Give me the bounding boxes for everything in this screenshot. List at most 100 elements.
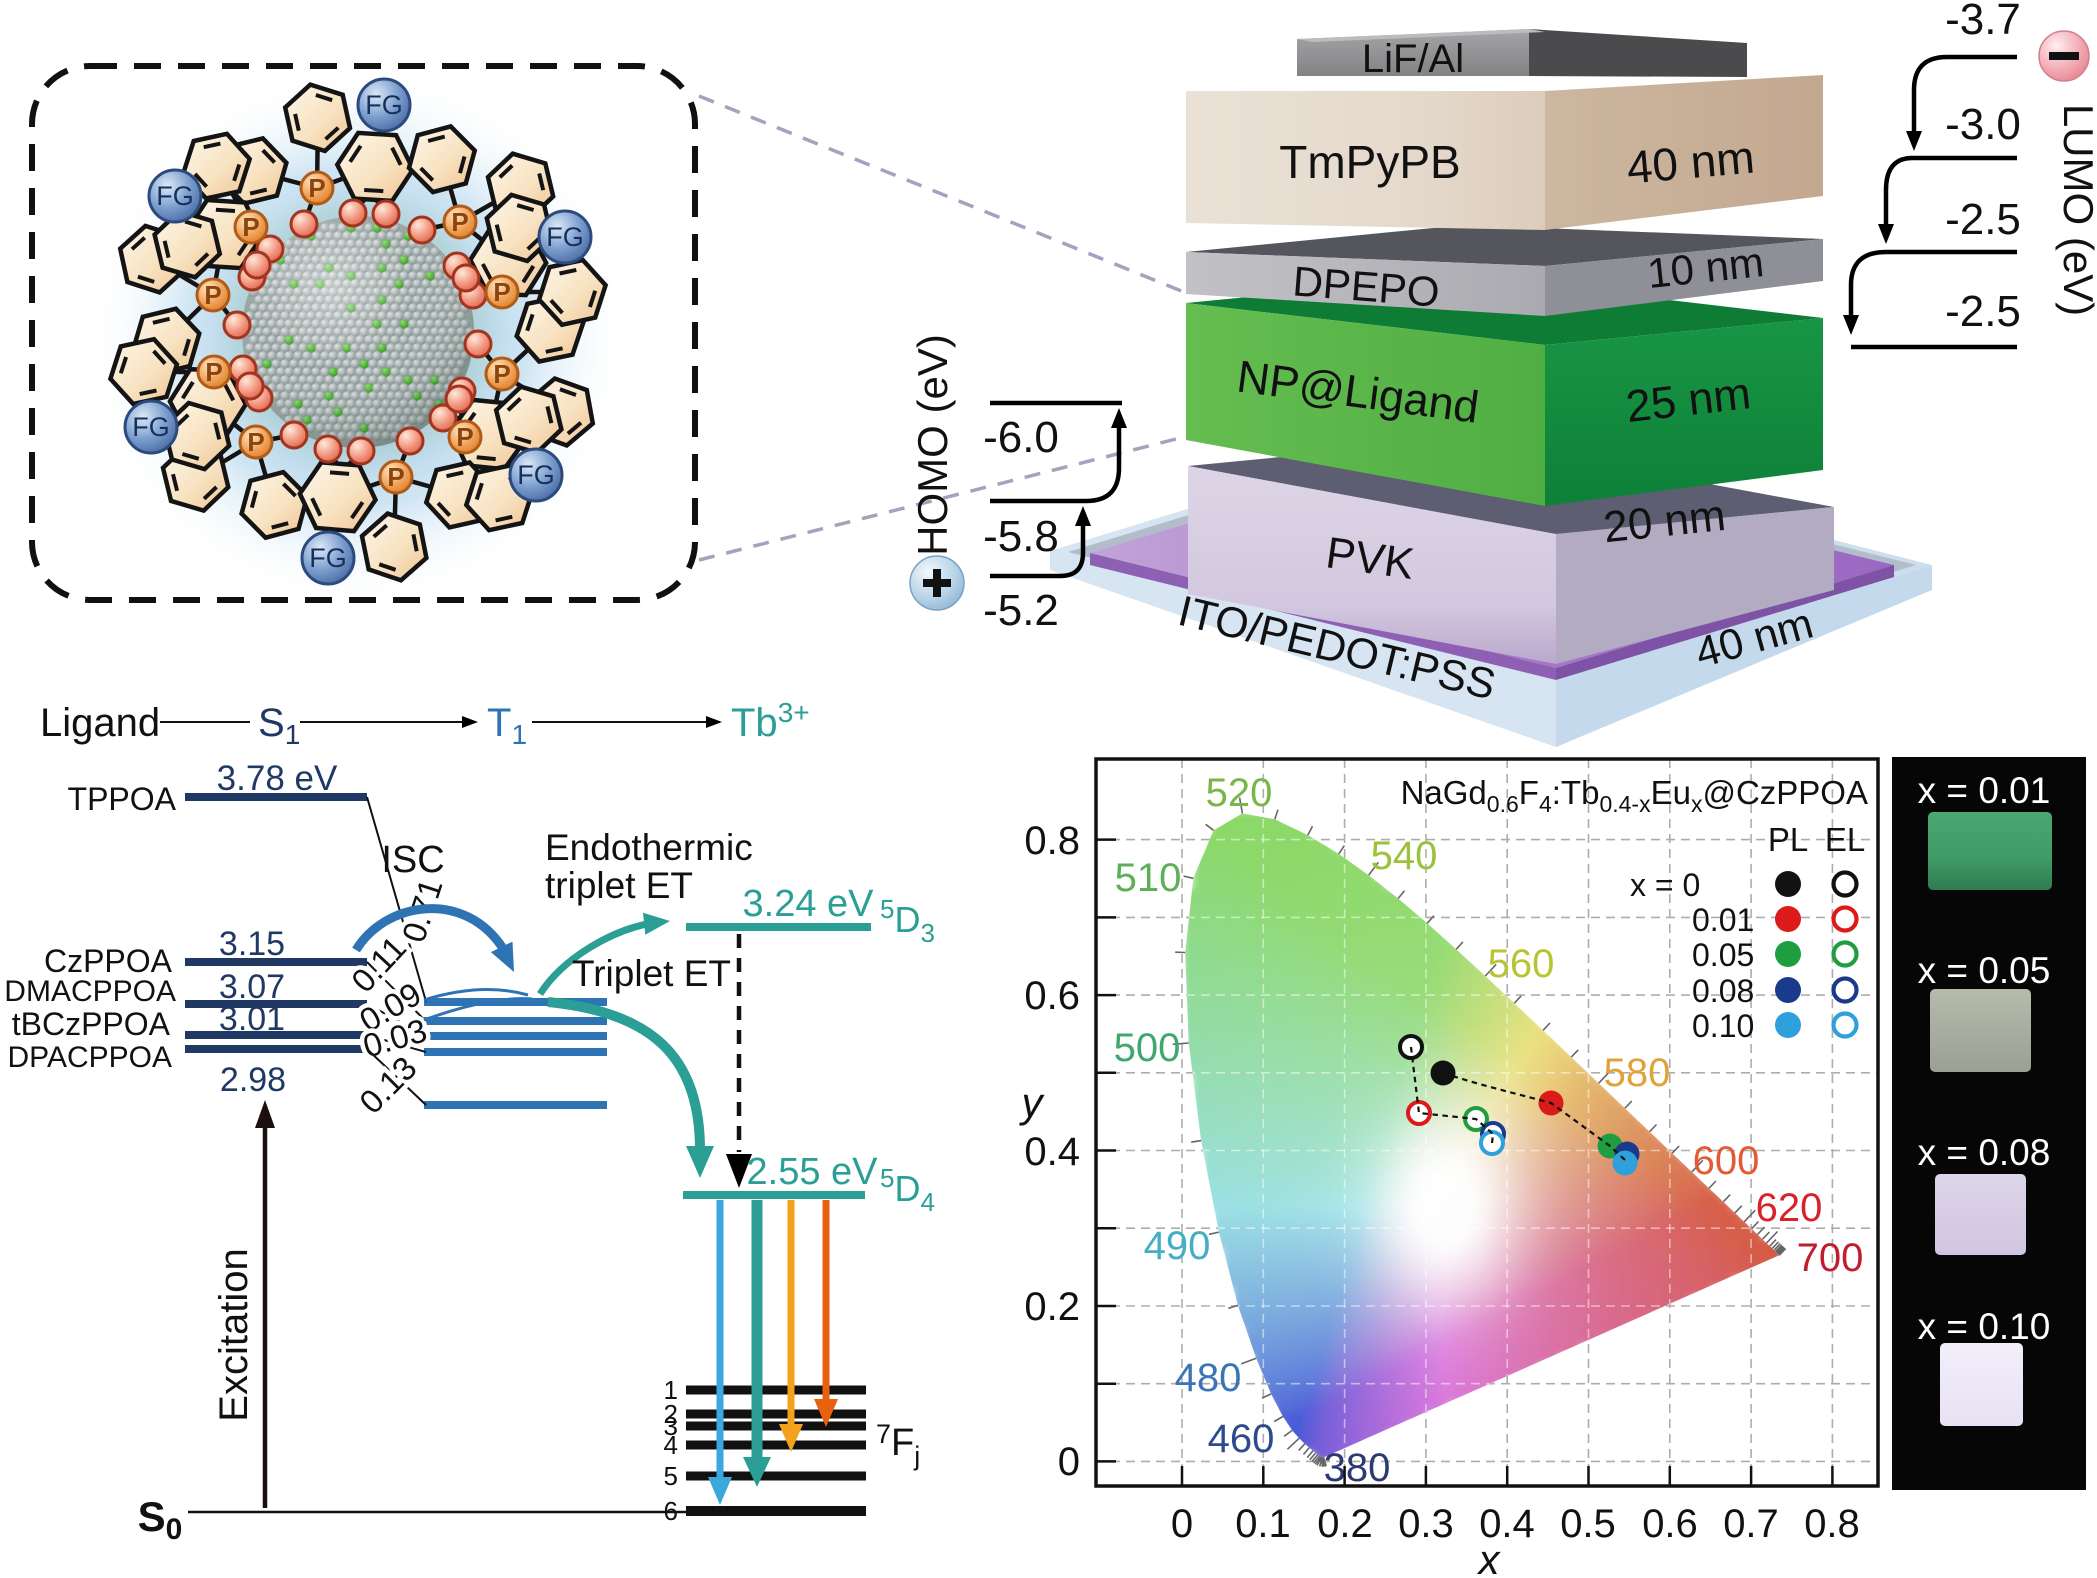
svg-text:560: 560 — [1488, 942, 1555, 986]
svg-text:500: 500 — [1114, 1026, 1181, 1070]
svg-text:PL: PL — [1768, 821, 1808, 858]
svg-text:0: 0 — [1058, 1440, 1080, 1484]
svg-text:x: x — [1477, 1536, 1502, 1578]
svg-text:S0: S0 — [138, 1493, 183, 1546]
svg-text:5D3: 5D3 — [880, 894, 935, 948]
svg-text:PVK: PVK — [1323, 528, 1417, 589]
svg-text:0.1: 0.1 — [1235, 1502, 1291, 1546]
svg-text:3.78 eV: 3.78 eV — [217, 759, 338, 798]
svg-text:P: P — [451, 207, 468, 237]
svg-text:2.98: 2.98 — [220, 1061, 286, 1099]
svg-text:x = 0.10: x = 0.10 — [1918, 1306, 2051, 1347]
svg-text:600: 600 — [1693, 1139, 1760, 1183]
svg-text:-3.0: -3.0 — [1945, 100, 2021, 149]
svg-text:P: P — [308, 173, 325, 203]
svg-text:HOMO (eV): HOMO (eV) — [909, 334, 956, 556]
svg-text:520: 520 — [1206, 771, 1273, 815]
svg-text:EL: EL — [1825, 821, 1865, 858]
svg-text:7Fj: 7Fj — [876, 1419, 920, 1471]
svg-text:0.8: 0.8 — [1804, 1502, 1860, 1546]
svg-text:P: P — [204, 280, 221, 310]
svg-text:triplet ET: triplet ET — [545, 865, 693, 906]
svg-text:P: P — [205, 357, 222, 387]
svg-text:0.4: 0.4 — [1479, 1502, 1535, 1546]
svg-text:-2.5: -2.5 — [1945, 287, 2021, 336]
svg-text:DPEPO: DPEPO — [1291, 257, 1441, 315]
svg-text:ISC: ISC — [381, 839, 444, 881]
svg-text:4: 4 — [664, 1430, 678, 1460]
svg-text:0.2: 0.2 — [1024, 1285, 1080, 1329]
svg-text:540: 540 — [1371, 834, 1438, 878]
svg-text:0.5: 0.5 — [1560, 1502, 1616, 1546]
svg-text:P: P — [387, 462, 404, 492]
svg-text:FG: FG — [546, 222, 584, 252]
svg-text:0.08: 0.08 — [1692, 973, 1754, 1009]
svg-text:580: 580 — [1604, 1051, 1671, 1095]
svg-text:x = 0: x = 0 — [1630, 867, 1700, 903]
svg-text:Endothermic: Endothermic — [545, 827, 753, 868]
svg-text:tBCzPPOA: tBCzPPOA — [12, 1006, 171, 1042]
svg-text:0.4: 0.4 — [1024, 1130, 1080, 1174]
svg-text:3.01: 3.01 — [219, 1000, 285, 1038]
svg-text:NaGd0.6F4:Tb0.4-xEux@CzPPOA: NaGd0.6F4:Tb0.4-xEux@CzPPOA — [1401, 774, 1868, 817]
svg-text:0.6: 0.6 — [1642, 1502, 1698, 1546]
svg-text:CzPPOA: CzPPOA — [44, 943, 173, 979]
svg-text:0.01: 0.01 — [1692, 902, 1754, 938]
svg-text:5D4: 5D4 — [880, 1163, 935, 1217]
svg-text:3.07: 3.07 — [219, 968, 285, 1006]
svg-text:0.05: 0.05 — [1692, 937, 1754, 973]
svg-text:TPPOA: TPPOA — [68, 781, 177, 817]
svg-text:Tb3+: Tb3+ — [731, 697, 810, 745]
svg-text:3.24 eV: 3.24 eV — [743, 883, 875, 925]
svg-text:5: 5 — [664, 1461, 678, 1491]
svg-text:480: 480 — [1175, 1356, 1242, 1400]
svg-text:0.7: 0.7 — [1723, 1502, 1779, 1546]
svg-text:0.3: 0.3 — [1398, 1502, 1454, 1546]
svg-text:460: 460 — [1208, 1417, 1275, 1461]
svg-text:620: 620 — [1756, 1186, 1823, 1230]
svg-text:Excitation: Excitation — [212, 1248, 256, 1421]
svg-text:FG: FG — [156, 181, 194, 211]
svg-text:P: P — [247, 427, 264, 457]
svg-text:FG: FG — [517, 460, 555, 490]
svg-text:x = 0.08: x = 0.08 — [1918, 1132, 2051, 1173]
svg-text:P: P — [493, 359, 510, 389]
svg-text:Ligand: Ligand — [40, 701, 160, 745]
svg-text:y: y — [1019, 1079, 1046, 1126]
svg-text:490: 490 — [1144, 1224, 1211, 1268]
svg-text:Triplet ET: Triplet ET — [572, 953, 731, 994]
svg-text:6: 6 — [664, 1496, 678, 1526]
svg-text:0.6: 0.6 — [1024, 974, 1080, 1018]
svg-text:40 nm: 40 nm — [1625, 131, 1757, 194]
svg-text:0.10: 0.10 — [1692, 1008, 1754, 1044]
svg-text:P: P — [242, 212, 259, 242]
svg-text:0.8: 0.8 — [1024, 819, 1080, 863]
svg-text:380: 380 — [1324, 1446, 1391, 1490]
svg-text:510: 510 — [1115, 856, 1182, 900]
svg-text:FG: FG — [132, 412, 170, 442]
svg-text:T1: T1 — [487, 701, 527, 750]
svg-text:2.55 eV: 2.55 eV — [747, 1151, 879, 1193]
svg-text:TmPyPB: TmPyPB — [1279, 136, 1460, 188]
svg-text:x = 0.01: x = 0.01 — [1918, 770, 2051, 811]
svg-text:700: 700 — [1797, 1236, 1864, 1280]
svg-text:-5.2: -5.2 — [983, 586, 1059, 635]
svg-text:FG: FG — [365, 90, 403, 120]
svg-text:P: P — [493, 277, 510, 307]
svg-text:-3.7: -3.7 — [1945, 0, 2021, 44]
svg-text:1: 1 — [664, 1375, 678, 1405]
svg-text:0: 0 — [1171, 1502, 1193, 1546]
svg-text:LUMO (eV): LUMO (eV) — [2055, 104, 2097, 316]
svg-text:FG: FG — [309, 543, 347, 573]
svg-text:3: 3 — [664, 1411, 678, 1441]
svg-text:x = 0.05: x = 0.05 — [1918, 950, 2051, 991]
svg-text:DMACPPOA: DMACPPOA — [4, 975, 176, 1008]
svg-text:-2.5: -2.5 — [1945, 195, 2021, 244]
svg-text:P: P — [456, 422, 473, 452]
svg-text:-6.0: -6.0 — [983, 413, 1059, 462]
svg-text:0.13: 0.13 — [352, 1049, 424, 1121]
svg-text:-5.8: -5.8 — [983, 512, 1059, 561]
svg-text:0.2: 0.2 — [1317, 1502, 1373, 1546]
svg-text:3.15: 3.15 — [219, 925, 285, 963]
svg-text:DPACPPOA: DPACPPOA — [8, 1041, 173, 1074]
